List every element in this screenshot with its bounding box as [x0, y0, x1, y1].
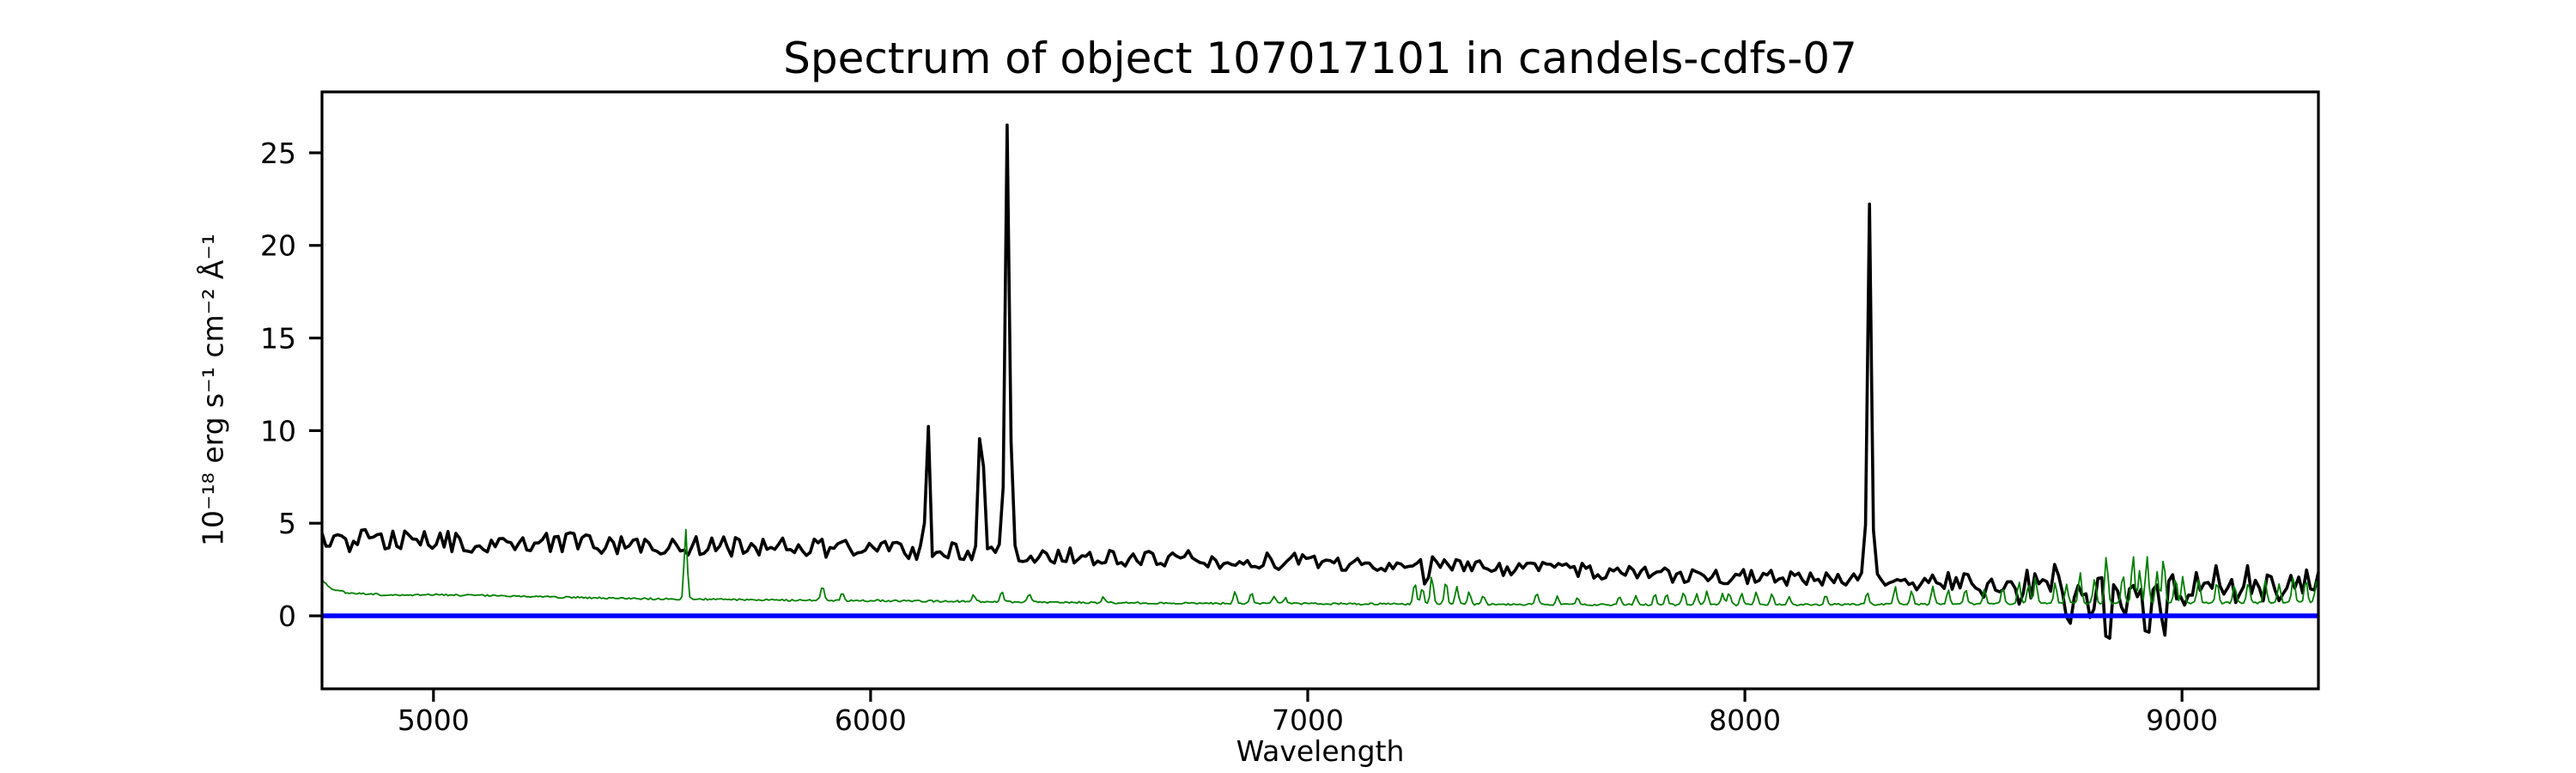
y-tick-label: 20: [260, 229, 296, 263]
y-axis-label: 10⁻¹⁸ erg s⁻¹ cm⁻² Å⁻¹: [196, 233, 230, 547]
error-line: [321, 528, 2319, 607]
flux-line: [320, 123, 2320, 640]
y-tick-label: 25: [260, 137, 296, 170]
x-axis-label: Wavelength: [1236, 734, 1405, 768]
x-tick-label: 6000: [835, 703, 907, 737]
x-tick-label: 8000: [1709, 703, 1781, 737]
x-tick-label: 9000: [2146, 703, 2218, 737]
chart-title: Spectrum of object 107017101 in candels-…: [783, 33, 1857, 83]
x-tick-label: 5000: [398, 703, 470, 737]
y-tick-label: 5: [278, 507, 296, 540]
y-tick-label: 10: [260, 414, 296, 447]
x-tick-label: 7000: [1272, 703, 1344, 737]
y-tick-label: 0: [278, 600, 296, 633]
plot-frame: [320, 90, 2320, 691]
y-tick-label: 15: [260, 322, 296, 356]
